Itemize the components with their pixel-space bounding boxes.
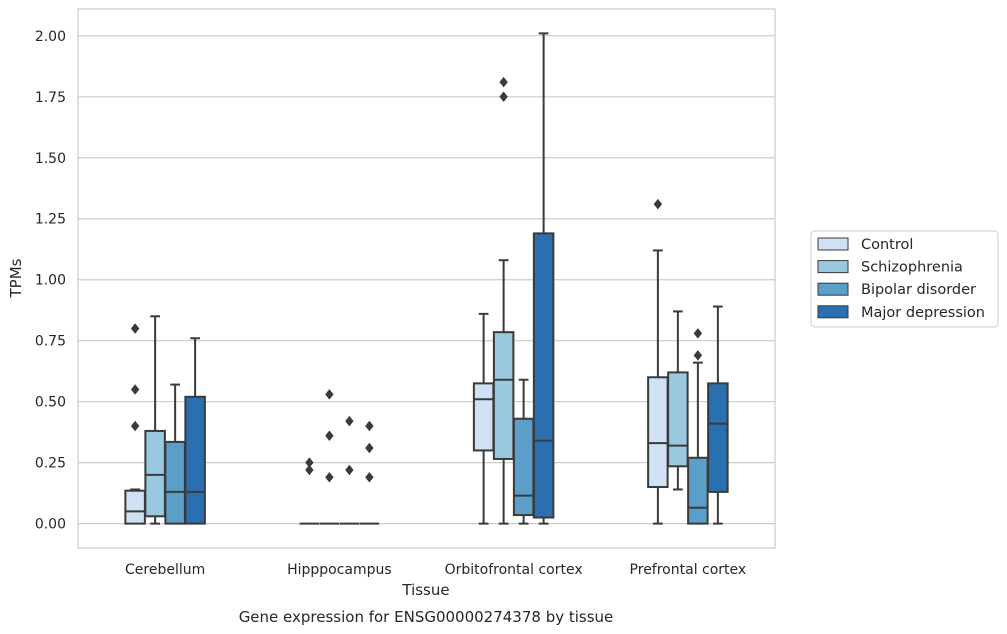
y-tick-label: 0.00 xyxy=(35,517,66,533)
plot-area-frame xyxy=(77,8,776,549)
legend: Control Schizophrenia Bipolar disorder Majo… xyxy=(810,230,999,328)
outlier-point xyxy=(499,76,508,88)
box-schizophrenia xyxy=(144,315,166,525)
box-schizophrenia xyxy=(667,310,689,491)
iqr-box xyxy=(512,417,535,517)
legend-label: Schizophrenia xyxy=(861,260,963,276)
y-axis-title: TPMs xyxy=(7,258,25,298)
outlier-point xyxy=(345,464,354,476)
box-control xyxy=(647,198,669,525)
legend-label: Major depression xyxy=(861,305,985,321)
box-bipolar-disorder xyxy=(164,383,186,525)
iqr-box xyxy=(532,232,555,519)
outlier-point xyxy=(325,472,334,483)
box-bipolar-disorder xyxy=(687,328,709,525)
legend-label: Control xyxy=(861,237,913,253)
x-tick-label: Orbitofrontal cortex xyxy=(445,562,583,578)
iqr-box xyxy=(667,371,689,468)
iqr-box xyxy=(164,440,186,525)
y-tick-label: 1.50 xyxy=(35,151,66,167)
y-tick-label: 0.75 xyxy=(35,334,66,350)
legend-swatch xyxy=(817,260,849,274)
outlier-point xyxy=(325,430,334,442)
iqr-box xyxy=(184,395,206,525)
box-major-depression xyxy=(532,32,555,525)
outlier-point xyxy=(693,350,703,361)
x-axis-ticks: Cerebellum Hipppocampus Orbitofrontal cort… xyxy=(125,562,746,578)
outlier-point xyxy=(499,91,508,103)
y-tick-label: 2.00 xyxy=(35,29,66,45)
legend-swatch xyxy=(817,305,849,319)
box-schizophrenia xyxy=(319,389,340,525)
iqr-box xyxy=(687,456,709,525)
outlier-point xyxy=(653,198,663,210)
box-schizophrenia xyxy=(492,76,515,525)
box-control xyxy=(299,457,320,525)
y-tick-label: 1.25 xyxy=(35,212,66,228)
box-series xyxy=(124,32,729,525)
iqr-box xyxy=(647,376,669,489)
outlier-point xyxy=(365,420,374,432)
outlier-point xyxy=(345,415,354,427)
iqr-box xyxy=(492,331,515,460)
outlier-point xyxy=(130,420,140,432)
x-tick-label: Hipppocampus xyxy=(287,562,392,578)
box-control xyxy=(472,312,495,525)
box-control xyxy=(124,323,146,525)
iqr-box xyxy=(124,489,146,525)
legend-frame xyxy=(810,230,999,328)
iqr-box xyxy=(707,382,729,493)
legend-swatch xyxy=(817,237,849,251)
y-axis-ticks: 0.00 0.25 0.50 0.75 1.00 1.25 1.50 1.75 2.00 xyxy=(35,29,66,533)
box-bipolar-disorder xyxy=(339,415,360,525)
outlier-point xyxy=(305,464,314,476)
y-tick-label: 1.75 xyxy=(35,90,66,106)
legend-label: Bipolar disorder xyxy=(861,282,976,298)
y-tick-label: 0.50 xyxy=(35,395,66,411)
outlier-point xyxy=(693,328,703,339)
outlier-point xyxy=(365,472,374,483)
outlier-point xyxy=(365,442,374,454)
x-tick-label: Cerebellum xyxy=(125,562,205,578)
outlier-point xyxy=(305,457,314,468)
outlier-point xyxy=(130,384,140,395)
iqr-box xyxy=(144,429,166,518)
y-tick-label: 0.25 xyxy=(35,456,66,472)
x-tick-label: Prefrontal cortex xyxy=(630,562,747,578)
y-tick-label: 1.00 xyxy=(35,273,66,289)
box-major-depression xyxy=(359,420,380,525)
box-major-depression xyxy=(184,337,206,525)
chart-title: Gene expression for ENSG00000274378 by t… xyxy=(239,608,614,626)
box-major-depression xyxy=(707,305,729,525)
outlier-point xyxy=(325,389,334,400)
x-axis-title: Tissue xyxy=(401,581,449,599)
iqr-box xyxy=(472,382,495,452)
legend-swatch xyxy=(817,282,849,296)
outlier-point xyxy=(130,323,140,334)
